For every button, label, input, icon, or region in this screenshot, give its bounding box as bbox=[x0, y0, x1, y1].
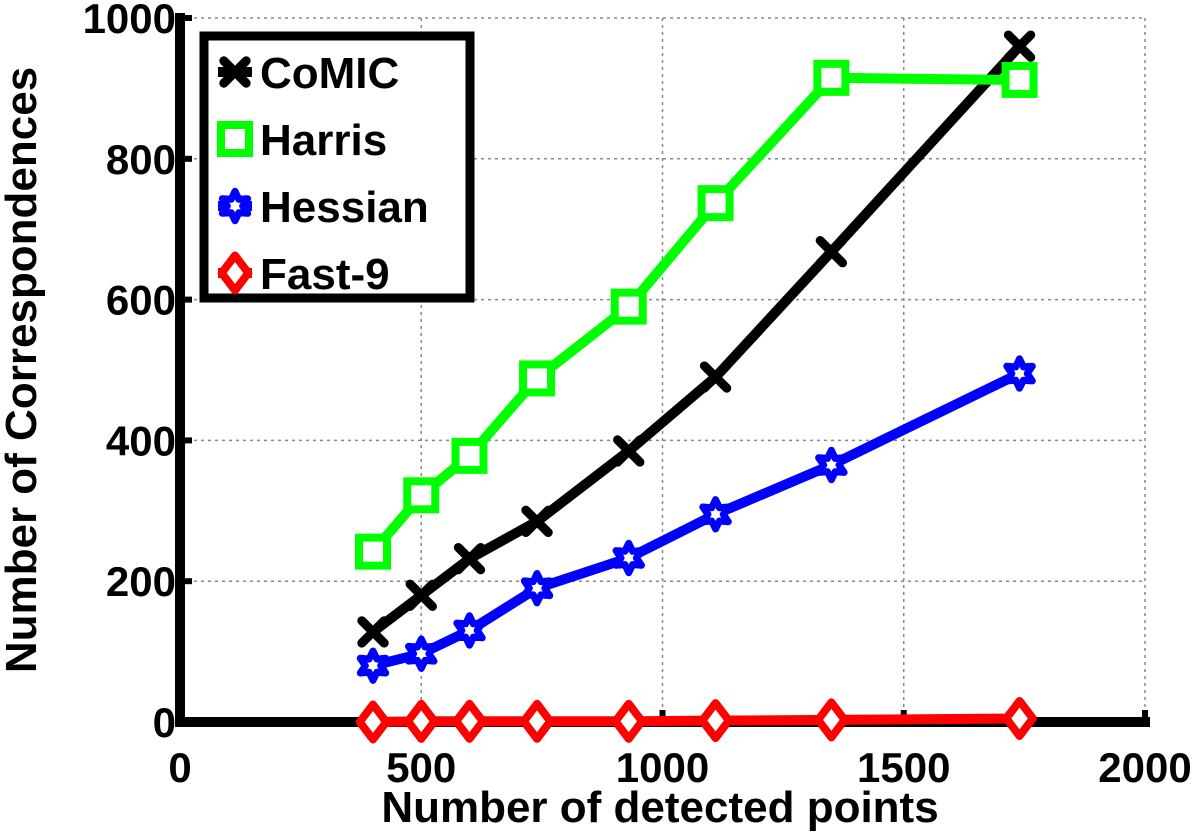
legend-entry-fast-9: Fast-9 bbox=[217, 250, 390, 299]
legend-marker bbox=[218, 187, 252, 225]
legend-marker bbox=[217, 121, 253, 157]
data-point-hessian bbox=[356, 647, 390, 684]
data-point-comic bbox=[613, 435, 645, 467]
data-point-hessian bbox=[520, 570, 554, 607]
data-point-comic bbox=[699, 361, 732, 393]
data-point-hessian bbox=[815, 446, 848, 484]
legend-entry-harris: Harris bbox=[217, 116, 387, 165]
legend-marker bbox=[217, 251, 253, 295]
legend-entry-comic: CoMIC bbox=[218, 49, 399, 98]
legend-label: Hessian bbox=[260, 183, 429, 232]
data-point-harris bbox=[697, 185, 734, 222]
data-point-harris bbox=[451, 437, 488, 474]
y-tick-label: 800 bbox=[106, 136, 176, 183]
legend-marker bbox=[219, 56, 251, 88]
data-point-fast-9 bbox=[814, 698, 849, 742]
data-point-comic bbox=[453, 542, 486, 575]
x-tick-label: 1000 bbox=[616, 744, 709, 791]
data-point-fast-9 bbox=[1002, 696, 1037, 740]
series-harris bbox=[355, 59, 1038, 570]
data-point-hessian bbox=[699, 496, 732, 533]
data-point-harris bbox=[519, 360, 556, 397]
data-point-fast-9 bbox=[698, 699, 733, 743]
series-hessian bbox=[356, 355, 1036, 684]
y-axis-label: Number of Correspondences bbox=[0, 67, 46, 673]
data-point-fast-9 bbox=[452, 699, 487, 743]
data-point-fast-9 bbox=[355, 700, 391, 744]
data-point-harris bbox=[1001, 61, 1038, 98]
data-point-comic bbox=[357, 616, 389, 648]
x-tick-label: 1500 bbox=[857, 744, 950, 791]
x-tick-label: 2000 bbox=[1098, 744, 1191, 791]
series-fast-9 bbox=[355, 696, 1037, 744]
x-tick-label: 500 bbox=[386, 744, 456, 791]
data-point-harris bbox=[610, 288, 647, 325]
series-lines bbox=[355, 30, 1038, 744]
x-axis-label: Number of detected points bbox=[381, 783, 938, 832]
data-point-harris bbox=[813, 59, 850, 96]
legend-label: Fast-9 bbox=[260, 250, 390, 299]
data-point-comic bbox=[521, 505, 553, 538]
data-point-fast-9 bbox=[519, 699, 555, 743]
data-point-hessian bbox=[453, 612, 486, 649]
series-comic bbox=[357, 30, 1036, 648]
data-point-comic bbox=[815, 236, 848, 268]
data-point-harris bbox=[403, 477, 440, 514]
data-point-harris bbox=[355, 533, 391, 570]
legend-label: Harris bbox=[260, 116, 387, 165]
legend-entry-hessian: Hessian bbox=[218, 183, 429, 232]
data-point-fast-9 bbox=[611, 699, 647, 743]
data-point-fast-9 bbox=[403, 699, 439, 743]
data-point-comic bbox=[1003, 30, 1036, 62]
y-tick-label: 600 bbox=[106, 277, 176, 324]
y-tick-label: 0 bbox=[153, 699, 176, 746]
grid-lines bbox=[180, 17, 1146, 722]
legend-label: CoMIC bbox=[260, 49, 399, 98]
y-tick-label: 400 bbox=[106, 417, 176, 464]
legend: CoMIC Harris Hessian Fast-9 bbox=[199, 31, 475, 303]
x-tick-label: 0 bbox=[168, 744, 191, 791]
data-point-hessian bbox=[612, 539, 645, 577]
tick-labels: 0 500 1000 1500 2000 0 200 400 600 800 1000 bbox=[83, 0, 1192, 791]
data-point-comic bbox=[405, 579, 437, 611]
data-point-hessian bbox=[405, 635, 438, 672]
y-tick-label: 1000 bbox=[83, 0, 176, 42]
data-point-hessian bbox=[1003, 355, 1036, 392]
y-tick-label: 200 bbox=[106, 558, 176, 605]
